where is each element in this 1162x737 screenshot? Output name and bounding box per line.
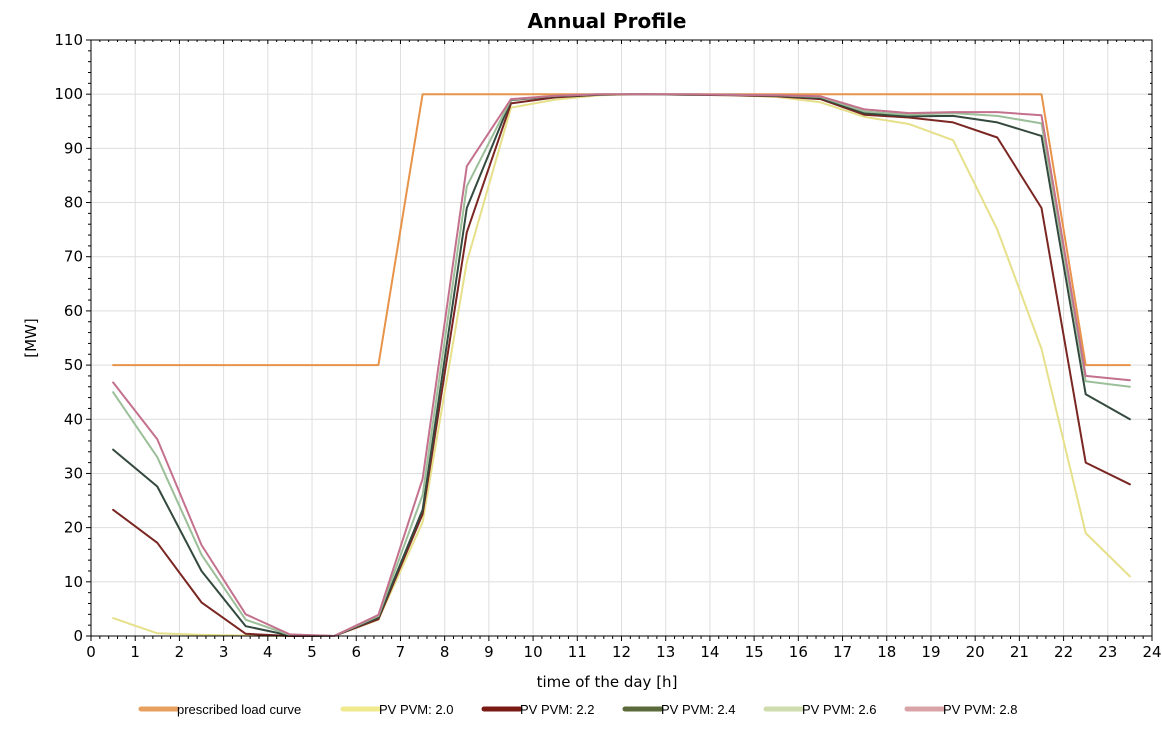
x-tick-label: 13 xyxy=(656,643,675,661)
chart-title: Annual Profile xyxy=(527,9,686,33)
y-tick-label: 90 xyxy=(64,139,83,157)
y-tick-label: 10 xyxy=(64,573,83,591)
legend-label: PV PVM: 2.8 xyxy=(943,702,1017,717)
x-tick-label: 18 xyxy=(877,643,896,661)
legend-label: PV PVM: 2.4 xyxy=(661,702,735,717)
y-tick-label: 70 xyxy=(64,248,83,266)
y-tick-label: 30 xyxy=(64,464,83,482)
y-tick-label: 50 xyxy=(64,356,83,374)
series-line-6 xyxy=(112,93,1131,637)
legend-label: PV PVM: 2.6 xyxy=(802,702,876,717)
x-tick-label: 21 xyxy=(1010,643,1029,661)
x-tick-label: 3 xyxy=(219,643,229,661)
x-tick-label: 17 xyxy=(833,643,852,661)
y-axis-ticks: 0 10 20 30 40 50 60 70 80 90 100 110 xyxy=(54,31,1152,645)
x-tick-label: 22 xyxy=(1054,643,1073,661)
legend: prescribed load curve PV PVM: 2.0 PV PVM: … xyxy=(138,702,1017,717)
legend-label: PV PVM: 2.0 xyxy=(379,702,453,717)
y-tick-label: 40 xyxy=(64,410,83,428)
x-tick-label: 14 xyxy=(700,643,719,661)
x-tick-label: 12 xyxy=(612,643,631,661)
y-tick-label: 20 xyxy=(64,519,83,537)
x-tick-label: 11 xyxy=(568,643,587,661)
x-tick-label: 8 xyxy=(440,643,450,661)
legend-label: prescribed load curve xyxy=(177,702,301,717)
y-tick-label: 80 xyxy=(64,194,83,212)
y-tick-label: 100 xyxy=(54,85,83,103)
x-tick-label: 19 xyxy=(921,643,940,661)
x-tick-label: 16 xyxy=(789,643,808,661)
y-tick-label: 110 xyxy=(54,31,83,49)
x-tick-label: 20 xyxy=(966,643,985,661)
x-tick-label: 1 xyxy=(130,643,140,661)
x-axis-ticks: 0 1 2 3 4 5 6 7 8 9 10 11 12 13 14 15 16 17 18 19 20 21 22 23 24 xyxy=(86,40,1162,661)
x-tick-label: 4 xyxy=(263,643,273,661)
x-tick-label: 2 xyxy=(175,643,185,661)
y-axis-label: [MW] xyxy=(22,318,40,357)
x-tick-label: 7 xyxy=(396,643,406,661)
x-axis-label: time of the day [h] xyxy=(537,673,678,691)
y-tick-label: 0 xyxy=(73,627,83,645)
x-tick-label: 15 xyxy=(745,643,764,661)
x-tick-label: 10 xyxy=(524,643,543,661)
x-tick-label: 23 xyxy=(1098,643,1117,661)
x-tick-label: 0 xyxy=(86,643,96,661)
x-tick-label: 9 xyxy=(484,643,494,661)
legend-label: PV PVM: 2.2 xyxy=(520,702,594,717)
x-tick-label: 24 xyxy=(1142,643,1161,661)
y-tick-label: 60 xyxy=(64,302,83,320)
x-tick-label: 6 xyxy=(351,643,361,661)
x-tick-label: 5 xyxy=(307,643,317,661)
